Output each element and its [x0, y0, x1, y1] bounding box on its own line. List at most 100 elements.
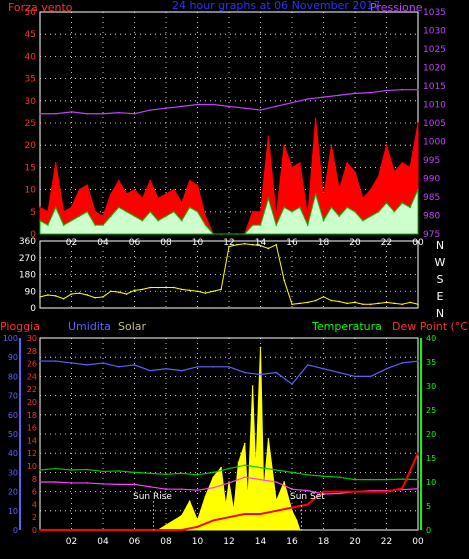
pressure-point: [86, 112, 89, 115]
humidity-tick-label: 40: [8, 449, 18, 458]
wind-tick-label: 25: [25, 119, 36, 129]
pressure-point: [196, 103, 199, 106]
average-point: [362, 219, 364, 222]
average-point: [157, 219, 159, 222]
pressure-point: [385, 89, 388, 92]
gust-point: [306, 215, 309, 218]
gust-point: [322, 197, 325, 200]
solar-point: [262, 490, 265, 493]
direction-tick-label: 180: [19, 271, 36, 281]
direction-point: [54, 295, 57, 297]
direction-point: [267, 247, 270, 250]
x-tick-label: 06: [129, 537, 141, 547]
humidity-point: [212, 366, 215, 368]
compass-label: E: [437, 290, 444, 303]
rain-tick-label: 16: [27, 424, 37, 433]
humidity-tick-label: 100: [3, 334, 18, 343]
temperature-point: [54, 467, 57, 470]
x-tick-label: 22: [381, 537, 392, 547]
x-tick-label: 22: [381, 238, 392, 248]
pressure-tick-label: 980: [423, 212, 440, 222]
pressure-point: [401, 88, 404, 91]
rain-point: [117, 529, 120, 531]
x-tick-label: 16: [286, 537, 298, 547]
gust-point: [117, 179, 120, 182]
pressure-point: [322, 96, 325, 98]
gust-point: [102, 215, 104, 218]
temperature-series-line: [39, 464, 419, 481]
pressure-point: [259, 109, 262, 111]
solar-point: [254, 471, 257, 474]
gust-point: [409, 166, 411, 169]
temperature-point: [117, 470, 120, 472]
direction-point: [228, 245, 230, 248]
humidity-point: [417, 360, 419, 362]
chart-title: 24 hour graphs at 06 November 2017: [172, 0, 380, 12]
rain-tick-label: 8: [32, 475, 37, 484]
average-point: [173, 211, 175, 213]
rain-tick-label: 24: [27, 372, 37, 381]
direction-point: [117, 291, 120, 293]
pressure-tick-label: 1005: [423, 119, 446, 129]
temperature-tick-label: 25: [426, 406, 436, 415]
gust-point: [78, 188, 81, 191]
x-tick-label: 08: [160, 537, 172, 547]
pressure-tick-label: 990: [423, 175, 440, 185]
temperature-point: [259, 466, 262, 469]
humidity-point: [322, 367, 325, 370]
solar-point: [243, 442, 246, 445]
solar-point: [196, 519, 199, 522]
humidity-tick-label: 60: [8, 411, 18, 420]
rain-axis-title: Pioggia: [0, 320, 40, 333]
direction-point: [354, 301, 356, 304]
direction-point: [306, 301, 309, 304]
direction-point: [70, 293, 73, 295]
wind-tick-label: 15: [25, 163, 36, 173]
humidity-point: [133, 364, 136, 366]
x-tick-label: 08: [160, 238, 172, 248]
direction-point: [125, 293, 128, 295]
direction-point: [299, 302, 301, 305]
humidity-point: [338, 371, 341, 374]
gust-point: [377, 175, 380, 178]
x-tick-label: 18: [318, 537, 330, 547]
gust-point: [346, 162, 348, 164]
average-point: [39, 219, 41, 222]
gust-point: [385, 144, 388, 146]
pressure-point: [54, 112, 57, 115]
solar-point: [283, 481, 285, 483]
pressure-point: [338, 94, 341, 97]
dew-point-point: [117, 483, 120, 486]
humidity-point: [149, 369, 152, 372]
x-tick-label: 10: [192, 537, 204, 547]
x-tick-label: 12: [223, 238, 234, 248]
temperature-point: [369, 478, 372, 481]
x-tick-label: 02: [66, 238, 77, 248]
direction-point: [180, 288, 183, 291]
temperature-point: [417, 478, 419, 481]
gust-point: [110, 193, 112, 195]
pressure-point: [165, 107, 167, 109]
solar-point: [275, 500, 278, 503]
average-point: [110, 215, 112, 218]
humidity-point: [354, 375, 356, 378]
temperature-tick-label: 15: [426, 454, 436, 463]
dew-point-point: [259, 478, 262, 481]
gust-point: [188, 179, 191, 182]
average-point: [409, 206, 411, 209]
average-point: [94, 224, 96, 226]
direction-point: [377, 302, 380, 305]
direction-point: [251, 243, 254, 246]
temperature-tick-label: 20: [426, 430, 436, 439]
direction-point: [149, 286, 152, 289]
average-point: [322, 219, 325, 222]
temperature-point: [322, 475, 325, 478]
pressure-point: [39, 112, 41, 115]
gust-point: [165, 193, 167, 195]
rain-point: [385, 490, 388, 493]
wind-tick-label: 40: [25, 52, 37, 62]
rain-tick-label: 18: [27, 411, 37, 420]
pressure-tick-label: 995: [423, 156, 440, 166]
pressure-point: [354, 92, 356, 95]
humidity-point: [228, 366, 230, 368]
